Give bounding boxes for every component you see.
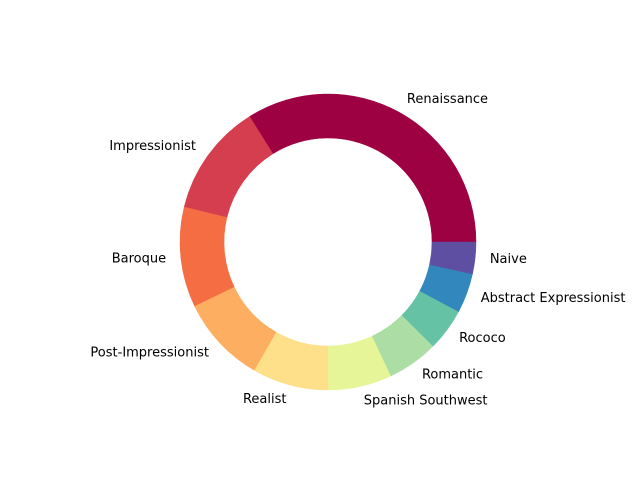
donut-slices <box>179 93 477 391</box>
slice-label-baroque: Baroque <box>112 252 166 267</box>
slice-naive <box>429 241 477 275</box>
slice-label-spanish-southwest: Spanish Southwest <box>364 393 488 408</box>
slice-label-abstract-expressionist: Abstract Expressionist <box>481 291 626 306</box>
slice-renaissance <box>249 93 477 243</box>
slice-label-impressionist: Impressionist <box>109 139 196 154</box>
slice-label-romantic: Romantic <box>422 367 483 382</box>
slice-label-naive: Naive <box>490 252 527 267</box>
slice-label-renaissance: Renaissance <box>407 92 488 107</box>
slice-labels: Renaissance Impressionist Baroque Post-Impr… <box>90 92 625 408</box>
slice-label-realist: Realist <box>243 392 287 407</box>
slice-label-post-impressionist: Post-Impressionist <box>90 346 209 361</box>
slice-label-rococo: Rococo <box>459 331 506 346</box>
